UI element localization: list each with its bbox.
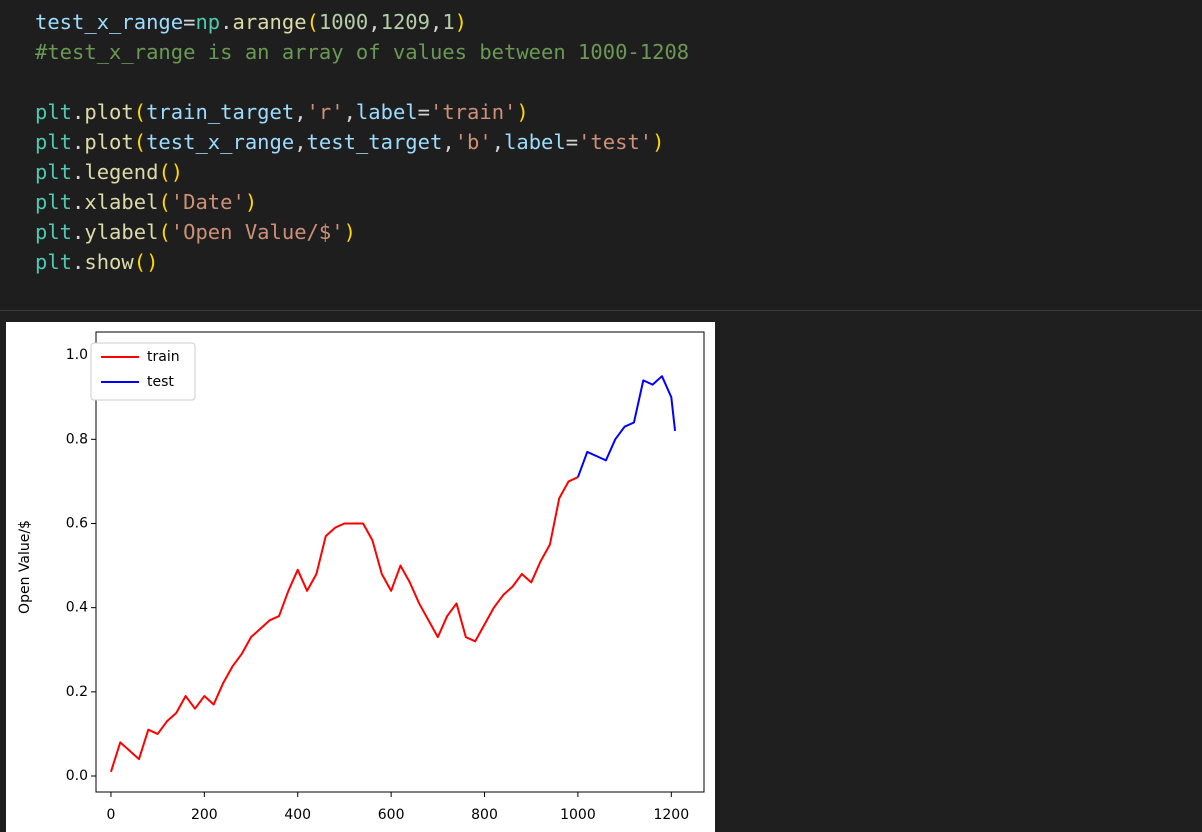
x-tick-label: 800 xyxy=(471,807,498,823)
code-token: test_x_range xyxy=(35,10,184,34)
code-token: plot xyxy=(84,130,134,154)
series-line xyxy=(576,375,677,478)
code-token: 'Open Value/$' xyxy=(170,220,344,244)
y-tick-label: 1.0 xyxy=(66,347,88,363)
code-token: , xyxy=(294,130,307,154)
code-token: , xyxy=(343,100,356,124)
y-tick-label: 0.0 xyxy=(66,768,88,784)
code-token: ( xyxy=(158,220,171,244)
code-token: ) xyxy=(244,190,258,214)
code-token: . xyxy=(72,100,85,124)
code-token: . xyxy=(220,10,233,34)
x-tick-label: 600 xyxy=(378,807,405,823)
code-token: plt xyxy=(35,190,73,214)
code-token: train_target xyxy=(146,100,295,124)
code-token: , xyxy=(442,130,455,154)
code-line: plt.plot(train_target,'r',label='train') xyxy=(35,100,529,124)
code-line: test_x_range=np.arange(1000,1209,1) xyxy=(35,10,467,34)
code-token: . xyxy=(72,190,85,214)
code-token: ( xyxy=(133,130,147,154)
code-token: 'b' xyxy=(454,130,492,154)
code-token: , xyxy=(491,130,505,154)
y-axis-label: Open Value/$ xyxy=(17,520,33,614)
code-token: show xyxy=(84,250,134,274)
code-token: plt xyxy=(35,160,73,184)
chart: Open Value/$ 0.0 0.2 0.4 0.6 0.8 1.0 0 200 400 60… xyxy=(6,322,715,832)
code-token: ) xyxy=(652,130,665,154)
code-token: , xyxy=(368,10,381,34)
code-token: legend xyxy=(84,160,159,184)
code-token: ) xyxy=(516,100,529,124)
legend-label: train xyxy=(147,349,180,365)
code-token: 1 xyxy=(442,10,455,34)
code-cell: test_x_range=np.arange(1000,1209,1) #test… xyxy=(0,0,1202,311)
code-token: plt xyxy=(35,100,73,124)
code-token: 'r' xyxy=(306,100,344,124)
code-token: = xyxy=(565,130,579,154)
code-token: test_target xyxy=(306,130,443,154)
code-token: ( xyxy=(306,10,319,34)
code-token: plt xyxy=(35,220,73,244)
x-tick-label: 1200 xyxy=(653,807,689,823)
plot-frame xyxy=(95,331,705,793)
y-tick-label: 0.6 xyxy=(66,515,88,531)
x-tick-label: 1000 xyxy=(560,807,596,823)
code-token: 'Date' xyxy=(170,190,245,214)
legend-label: test xyxy=(147,374,174,390)
code-token: . xyxy=(72,220,85,244)
code-token: ( xyxy=(133,100,147,124)
code-token: 1209 xyxy=(380,10,430,34)
y-tick-label: 0.4 xyxy=(66,600,88,616)
x-tick-label: 0 xyxy=(106,807,115,823)
code-line: plt.xlabel('Date') xyxy=(35,190,257,214)
code-token: , xyxy=(294,100,307,124)
code-line: plt.show() xyxy=(35,250,158,274)
code-token: xlabel xyxy=(84,190,159,214)
code-line: plt.legend() xyxy=(35,160,183,184)
code-token: np xyxy=(195,10,221,34)
code-token: . xyxy=(72,160,85,184)
code-token: plt xyxy=(35,250,73,274)
code-token: 1000 xyxy=(318,10,369,34)
x-tick-label: 400 xyxy=(284,807,311,823)
series-line xyxy=(109,476,579,773)
code-line: plt.plot(test_x_range,test_target,'b',la… xyxy=(35,130,665,154)
code-token: arange xyxy=(232,10,307,34)
code-token: = xyxy=(417,100,430,124)
x-tick-label: 200 xyxy=(191,807,218,823)
code-token: . xyxy=(72,250,85,274)
code-token: . xyxy=(72,130,85,154)
code-token: 'train' xyxy=(429,100,517,124)
code-token: () xyxy=(158,160,184,184)
code-token: ) xyxy=(343,220,356,244)
code-line: #test_x_range is an array of values betw… xyxy=(35,40,689,64)
code-token: #test_x_range is an array of values betw… xyxy=(35,40,690,64)
code-line: plt.ylabel('Open Value/$') xyxy=(35,220,356,244)
y-tick-label: 0.8 xyxy=(66,431,88,447)
code-token: 'test' xyxy=(578,130,653,154)
code-token: label xyxy=(355,100,418,124)
code-token: () xyxy=(133,250,159,274)
code-token: ( xyxy=(158,190,171,214)
code-token: , xyxy=(429,10,443,34)
code-token: = xyxy=(183,10,196,34)
code-token: plt xyxy=(35,130,73,154)
code-token: plot xyxy=(84,100,134,124)
code-token: ) xyxy=(454,10,468,34)
code-token: label xyxy=(504,130,566,154)
code-token: test_x_range xyxy=(146,130,295,154)
code-token: ylabel xyxy=(84,220,159,244)
y-tick-label: 0.2 xyxy=(66,684,88,700)
